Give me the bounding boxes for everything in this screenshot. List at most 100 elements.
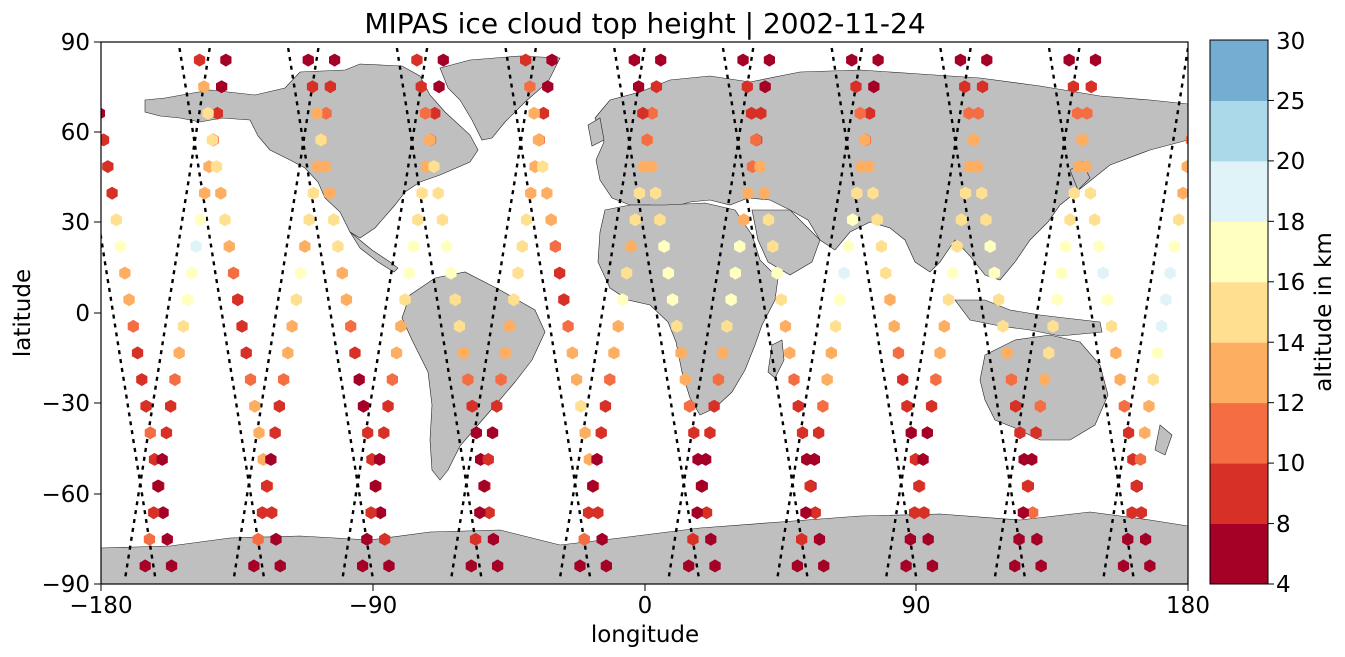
cloud-point bbox=[700, 452, 712, 466]
colorbar-band bbox=[1210, 100, 1268, 162]
cloud-point bbox=[868, 80, 880, 94]
cloud-point bbox=[1130, 479, 1142, 493]
cloud-point bbox=[144, 426, 156, 440]
cloud-point bbox=[578, 532, 590, 546]
cloud-point bbox=[252, 532, 264, 546]
cloud-point bbox=[482, 452, 494, 466]
cloud-point bbox=[357, 559, 369, 573]
cloud-point bbox=[679, 373, 691, 387]
cloud-point bbox=[741, 80, 753, 94]
cloud-point bbox=[106, 186, 118, 200]
cloud-point bbox=[637, 106, 649, 120]
cloud-point bbox=[320, 106, 332, 120]
cloud-point bbox=[591, 452, 603, 466]
cloud-point bbox=[997, 319, 1009, 333]
cloud-point bbox=[323, 186, 336, 200]
land-australia bbox=[979, 334, 1109, 441]
cloud-point bbox=[319, 160, 331, 174]
cloud-point bbox=[542, 80, 554, 94]
cloud-point bbox=[416, 186, 428, 200]
x-tick-label: 0 bbox=[638, 593, 653, 619]
cloud-point bbox=[211, 106, 223, 120]
cloud-point bbox=[1021, 479, 1034, 493]
cloud-point bbox=[595, 426, 607, 440]
land-north-america bbox=[144, 63, 479, 239]
land-indonesia bbox=[954, 299, 1103, 337]
colorbar-tick-label: 18 bbox=[1276, 210, 1305, 236]
y-tick-label: 60 bbox=[61, 120, 90, 146]
cloud-point bbox=[110, 213, 122, 227]
cloud-point bbox=[1027, 506, 1039, 520]
cloud-point bbox=[114, 239, 127, 253]
cloud-point bbox=[173, 346, 185, 360]
cloud-point bbox=[465, 559, 477, 573]
cloud-point bbox=[1055, 266, 1068, 280]
cloud-point bbox=[433, 80, 445, 94]
cloud-point bbox=[525, 186, 537, 200]
cloud-point bbox=[361, 532, 373, 546]
cloud-point bbox=[1106, 319, 1118, 333]
cloud-point bbox=[445, 266, 457, 280]
cloud-point bbox=[984, 239, 996, 253]
cloud-point bbox=[156, 452, 168, 466]
cloud-point bbox=[846, 53, 858, 67]
cloud-point bbox=[1168, 239, 1181, 253]
cloud-point bbox=[1139, 426, 1151, 440]
cloud-point bbox=[198, 80, 210, 94]
map-title: MIPAS ice cloud top height | 2002-11-24 bbox=[364, 7, 925, 40]
cloud-point bbox=[1173, 213, 1185, 227]
cloud-point bbox=[871, 213, 883, 227]
cloud-point bbox=[763, 53, 775, 67]
cloud-point bbox=[411, 53, 423, 67]
cloud-point bbox=[1081, 106, 1093, 120]
cloud-point bbox=[307, 186, 319, 200]
x-tick-label: −180 bbox=[69, 593, 132, 619]
cloud-point bbox=[633, 186, 646, 200]
x-tick-label: −90 bbox=[349, 593, 398, 619]
cloud-point bbox=[875, 239, 888, 253]
cloud-point bbox=[562, 319, 574, 333]
cloud-point bbox=[353, 373, 365, 387]
land-new-zealand bbox=[1154, 424, 1173, 456]
cloud-point bbox=[863, 160, 875, 174]
cloud-point bbox=[558, 293, 570, 307]
colorbar-band bbox=[1210, 160, 1268, 222]
cloud-point bbox=[1199, 54, 1210, 67]
cloud-point bbox=[453, 319, 465, 333]
cloud-point bbox=[249, 399, 261, 413]
cloud-point bbox=[947, 266, 959, 280]
cloud-point bbox=[503, 319, 516, 333]
cloud-point bbox=[779, 319, 792, 333]
cloud-point bbox=[1194, 80, 1205, 93]
cloud-point bbox=[390, 346, 403, 360]
cloud-point bbox=[1089, 53, 1102, 67]
cloud-point bbox=[754, 160, 766, 174]
x-axis: −180 −90 0 90 180 longitude bbox=[69, 584, 1210, 648]
cloud-point bbox=[227, 266, 240, 280]
cloud-point bbox=[169, 373, 181, 387]
cloud-point bbox=[980, 213, 992, 227]
cloud-point bbox=[734, 239, 746, 253]
cloud-point bbox=[1147, 373, 1159, 387]
colorbar-band bbox=[1210, 221, 1268, 283]
cloud-point bbox=[483, 506, 495, 520]
cloud-point bbox=[988, 266, 1001, 280]
cloud-point bbox=[767, 239, 779, 253]
cloud-point bbox=[909, 506, 921, 520]
cloud-point bbox=[253, 426, 265, 440]
cloud-point bbox=[922, 532, 934, 546]
cloud-point bbox=[1038, 373, 1051, 387]
cloud-point bbox=[315, 133, 327, 147]
cloud-point bbox=[160, 426, 173, 440]
cloud-point bbox=[1085, 80, 1097, 94]
cloud-point bbox=[512, 266, 524, 280]
cloud-point bbox=[383, 559, 395, 573]
cloud-point bbox=[449, 293, 461, 307]
cloud-point bbox=[717, 346, 729, 360]
cloud-point bbox=[152, 479, 164, 493]
cloud-point bbox=[215, 186, 227, 200]
cloud-point bbox=[102, 160, 114, 174]
cloud-point bbox=[825, 346, 837, 360]
cloud-point bbox=[818, 559, 830, 573]
cloud-point bbox=[1014, 426, 1026, 440]
